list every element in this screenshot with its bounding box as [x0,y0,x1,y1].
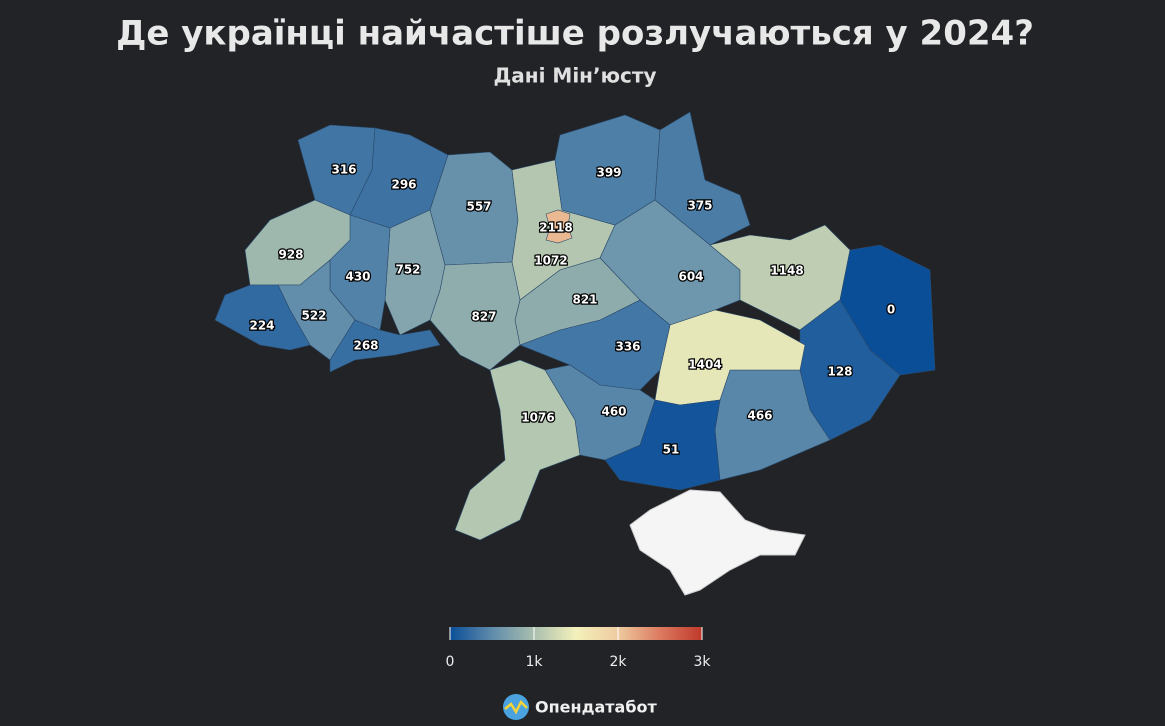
colorbar-tick-label: 0 [446,654,455,670]
region-label: 752 [395,263,420,277]
region-label: 336 [615,340,640,354]
region [545,209,573,244]
title: Де українці найчастіше розлучаються у 20… [116,14,1034,54]
region-label: 522 [301,309,326,323]
colorbar [450,627,702,640]
colorbar-ticks: 0 1k 2k 3k [446,627,711,670]
region-label: 2118 [539,221,572,235]
regions: 316 296 557 1072 2118 399 375 604 1148 0 128 466 140… [214,111,936,541]
region-label: 430 [345,270,370,284]
subtitle: Дані Мін’юсту [493,64,656,88]
region-label: 1072 [534,254,567,268]
region-label: 128 [827,365,852,379]
colorbar-tick-label: 3k [693,654,711,670]
region-label: 460 [601,405,626,419]
region [654,309,806,406]
crimea [629,489,806,596]
region-label: 224 [249,319,274,333]
colorbar-tick-label: 1k [525,654,543,670]
region [384,209,446,336]
region-label: 316 [331,163,356,177]
region-label: 0 [887,303,895,317]
region-label: 827 [471,310,496,324]
region-label: 51 [663,443,680,457]
region [329,319,441,373]
region-label: 557 [466,200,491,214]
region-label: 1076 [521,411,554,425]
source-logo [503,694,529,720]
region-label: 928 [278,248,303,262]
region-label: 1148 [770,264,803,278]
region-label: 268 [353,339,378,353]
region-label: 296 [391,178,416,192]
source: Опендатабот [535,698,658,717]
region-label: 1404 [688,358,721,372]
region-label: 375 [687,199,712,213]
region-label: 604 [678,270,703,284]
region-label: 821 [572,293,597,307]
colorbar-tick-label: 2k [609,654,627,670]
region [454,359,581,541]
region-label: 399 [596,166,621,180]
region-label: 466 [747,409,772,423]
source-logo-mark [504,699,528,715]
region [214,284,311,351]
